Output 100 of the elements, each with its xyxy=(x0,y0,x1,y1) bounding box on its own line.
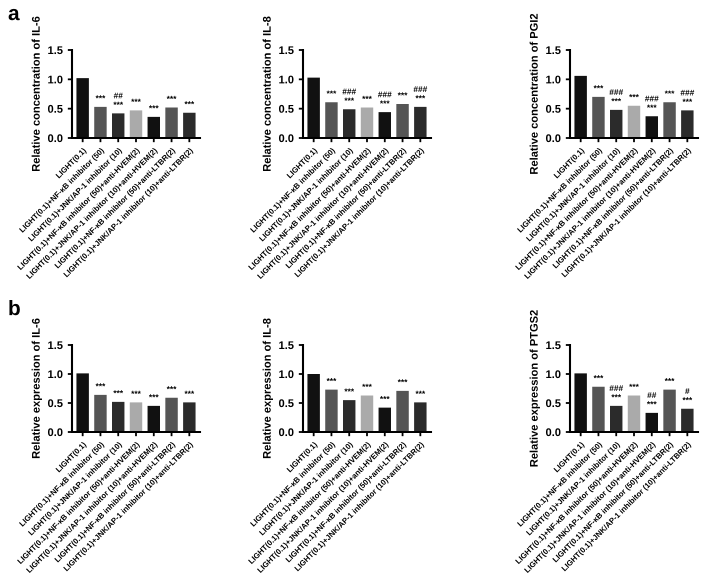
bar xyxy=(574,373,587,432)
bar xyxy=(592,386,605,432)
bar xyxy=(165,107,178,138)
annotation: *** xyxy=(96,383,106,386)
y-axis-title: Relative concentration of PGI2 xyxy=(530,14,538,174)
y-tick-label: 0.0 xyxy=(48,428,63,436)
y-axis-title: Relative expression of PTGS2 xyxy=(530,310,540,466)
annotation: *** xyxy=(594,85,604,88)
text: a xyxy=(8,8,20,20)
annotation: *** xyxy=(664,378,674,382)
annotation: ### xyxy=(609,385,624,391)
y-tick-label: 0.0 xyxy=(48,134,63,142)
bar xyxy=(148,116,160,138)
annotation: *** xyxy=(646,401,657,404)
bar xyxy=(94,106,107,138)
y-tick-label: 1.5 xyxy=(48,46,63,54)
bar xyxy=(610,406,622,432)
y-axis-title: Relative expression of IL-8 xyxy=(262,318,273,458)
y-tick-label: 1.0 xyxy=(546,76,561,84)
bar xyxy=(76,78,89,138)
y-tick-label: 1.0 xyxy=(48,370,63,378)
y-tick-label: 1.5 xyxy=(546,46,561,54)
annotation: *** xyxy=(380,100,390,104)
y-tick-label: 0.5 xyxy=(546,104,561,113)
annotation: *** xyxy=(166,386,176,390)
annotation: *** xyxy=(611,98,622,102)
bar xyxy=(646,116,658,138)
annotation: *** xyxy=(131,390,141,394)
annotation: *** xyxy=(629,384,639,387)
bar xyxy=(628,395,640,432)
y-tick-label: 1.5 xyxy=(546,341,561,350)
bar xyxy=(130,402,142,432)
y-tick-label: 0.5 xyxy=(48,104,63,113)
bar xyxy=(646,412,658,432)
annotation: ### xyxy=(680,90,694,96)
y-tick-label: 1.5 xyxy=(279,341,294,350)
bar xyxy=(325,102,338,138)
y-tick-label: 0.5 xyxy=(278,104,294,113)
bar xyxy=(307,374,320,432)
annotation: *** xyxy=(415,95,426,98)
bar xyxy=(396,104,409,138)
annotation: *** xyxy=(148,105,159,108)
y-axis-title: Relative expression of IL-6 xyxy=(32,318,42,458)
annotation: *** xyxy=(184,101,194,104)
bar xyxy=(165,398,178,432)
annotation: *** xyxy=(682,98,692,102)
annotation: ## xyxy=(647,392,656,398)
bar xyxy=(360,107,374,138)
y-tick-label: 1.5 xyxy=(279,46,294,54)
y-tick-label: 1.0 xyxy=(279,76,294,84)
annotation: *** xyxy=(96,95,106,98)
bar xyxy=(628,106,640,138)
annotation: ### xyxy=(644,96,659,102)
bar xyxy=(76,373,89,432)
y-tick-label: 0.5 xyxy=(278,399,294,408)
bar xyxy=(378,408,391,432)
y-tick-label: 1.0 xyxy=(48,76,63,84)
annotation: ### xyxy=(609,89,624,95)
bar xyxy=(307,78,320,138)
annotation: *** xyxy=(646,104,657,108)
bar xyxy=(681,408,694,432)
annotation: *** xyxy=(629,94,639,98)
bar xyxy=(112,402,124,432)
annotation: *** xyxy=(326,378,336,382)
annotation: *** xyxy=(184,390,194,394)
bar xyxy=(592,96,605,138)
bar xyxy=(343,400,356,432)
annotation: *** xyxy=(594,375,604,378)
y-tick-label: 1.5 xyxy=(48,341,63,350)
annotation: *** xyxy=(664,90,674,94)
bar xyxy=(112,113,124,138)
y-tick-label: 0.0 xyxy=(546,134,561,142)
y-axis-title: Relative concentration of IL-8 xyxy=(262,16,271,172)
bar xyxy=(130,110,142,138)
bar xyxy=(378,112,391,138)
annotation: ### xyxy=(378,92,392,98)
bar xyxy=(360,395,374,432)
annotation: *** xyxy=(326,90,336,94)
annotation: *** xyxy=(113,102,124,105)
y-tick-label: 0.0 xyxy=(546,428,561,436)
annotation: *** xyxy=(166,96,176,99)
annotation: *** xyxy=(415,390,426,394)
y-tick-label: 0.0 xyxy=(278,134,294,142)
bar xyxy=(325,390,338,432)
y-tick-label: 0.5 xyxy=(546,399,561,408)
annotation: *** xyxy=(131,98,141,102)
bar xyxy=(148,406,160,432)
bar xyxy=(343,109,356,138)
bar xyxy=(183,402,196,432)
annotation: *** xyxy=(398,379,408,382)
bar xyxy=(681,110,694,138)
annotation: ### xyxy=(414,86,428,92)
annotation: *** xyxy=(362,96,372,99)
bar xyxy=(414,106,427,138)
annotation: *** xyxy=(611,394,622,398)
bar xyxy=(414,402,427,432)
y-tick-label: 0.0 xyxy=(278,428,294,436)
bar xyxy=(663,390,676,432)
annotation: *** xyxy=(682,397,692,400)
annotation: *** xyxy=(380,396,390,400)
